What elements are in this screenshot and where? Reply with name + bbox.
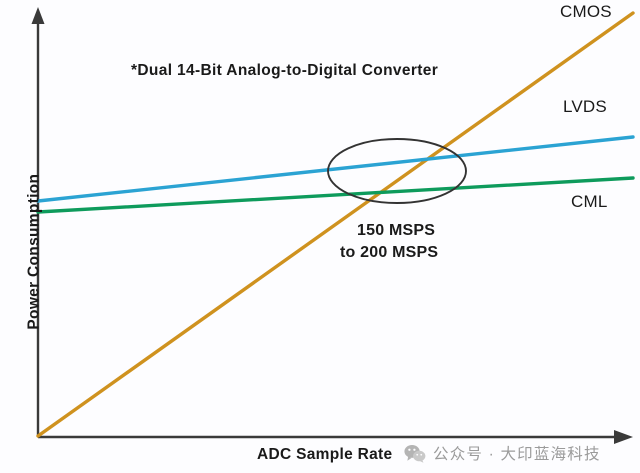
x-axis-title: ADC Sample Rate [257, 446, 393, 463]
series-line-cml [36, 176, 635, 214]
y-axis [31, 7, 45, 437]
series-line-lvds [36, 135, 635, 203]
series-label-cmos: CMOS [560, 2, 612, 21]
watermark-text: 公众号 · 大印蓝海科技 [433, 446, 601, 463]
crossover-callout-line-2: to 200 MSPS [340, 244, 439, 261]
watermark: 公众号 · 大印蓝海科技 [404, 442, 601, 464]
crossover-ellipse [327, 138, 467, 204]
series-label-lvds: LVDS [563, 97, 607, 116]
y-axis-title: Power Consumption [25, 173, 43, 330]
wechat-icon [404, 444, 426, 463]
series-line-cmos [36, 11, 635, 438]
crossover-callout-line-1: 150 MSPS [357, 222, 436, 239]
x-axis [38, 430, 633, 444]
series-label-cml: CML [571, 192, 608, 211]
footnote-text: *Dual 14-Bit Analog-to-Digital Converter [131, 62, 439, 79]
